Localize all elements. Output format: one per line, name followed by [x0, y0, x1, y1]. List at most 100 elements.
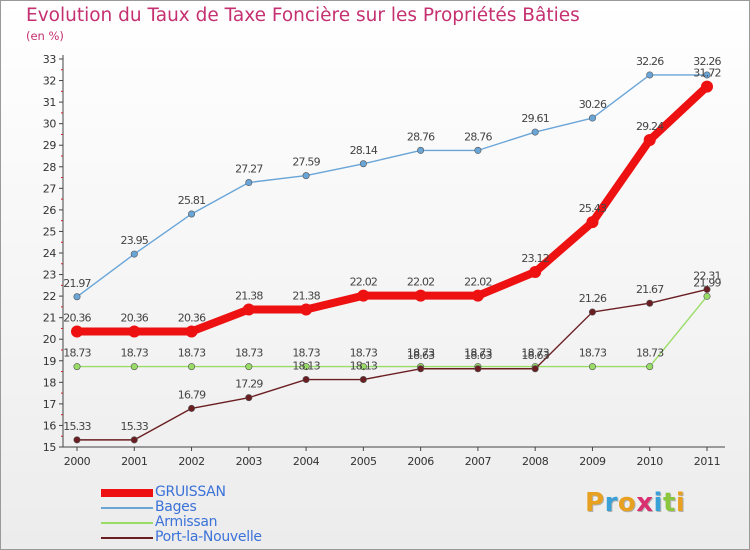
data-label-gruissan: 23.12 [521, 252, 549, 265]
point-armissan [703, 292, 711, 300]
data-label-gruissan: 20.36 [63, 311, 91, 324]
point-bages [73, 293, 81, 301]
point-port-la-nouvelle [245, 394, 253, 402]
data-label-armissan: 18.73 [579, 347, 607, 360]
x-tick-label: 2006 [407, 455, 434, 468]
data-label-gruissan: 20.36 [121, 311, 149, 324]
point-port-la-nouvelle [703, 285, 711, 293]
y-tick-label: 26 [43, 204, 57, 217]
point-port-la-nouvelle [531, 365, 539, 373]
y-tick-label: 21 [43, 312, 56, 325]
data-label-bages: 27.27 [235, 163, 263, 176]
y-tick-label: 19 [43, 355, 57, 368]
data-label-gruissan: 21.38 [292, 289, 320, 302]
point-gruissan [71, 325, 83, 338]
point-bages [588, 114, 596, 122]
point-gruissan [128, 325, 141, 338]
point-gruissan [357, 289, 370, 302]
data-label-armissan: 18.73 [464, 347, 492, 360]
data-label-armissan: 18.73 [350, 347, 378, 360]
point-bages [302, 172, 310, 180]
y-tick-label: 24 [43, 247, 57, 260]
series-line-gruissan [73, 82, 711, 336]
data-label-port-la-nouvelle: 16.79 [178, 388, 206, 401]
data-label-gruissan: 21.38 [235, 289, 263, 302]
data-label-port-la-nouvelle: 17.29 [235, 378, 263, 391]
y-tick-label: 23 [43, 269, 57, 282]
data-label-port-la-nouvelle: 18.13 [292, 360, 320, 373]
data-label-port-la-nouvelle: 21.67 [636, 283, 664, 296]
point-gruissan [414, 289, 427, 302]
data-label-port-la-nouvelle: 22.31 [693, 269, 721, 282]
y-tick-label: 28 [43, 161, 57, 174]
x-tick-label: 2010 [637, 455, 664, 468]
y-tick-label: 29 [43, 139, 57, 152]
series-line-port-la-nouvelle [76, 288, 708, 441]
x-tick-label: 2003 [236, 455, 263, 468]
point-armissan [646, 363, 654, 371]
logo-letter: o [617, 488, 637, 518]
y-tick-label: 18 [43, 376, 57, 389]
data-label-port-la-nouvelle: 18.63 [521, 349, 549, 362]
data-label-bages: 27.59 [292, 156, 320, 169]
data-label-gruissan: 29.24 [636, 120, 664, 133]
data-label-armissan: 18.73 [407, 347, 435, 360]
data-label-bages: 25.81 [178, 194, 206, 207]
legend-swatch [101, 507, 153, 509]
legend-swatch [101, 489, 153, 497]
point-port-la-nouvelle [359, 376, 367, 384]
data-label-gruissan: 25.43 [579, 202, 607, 215]
y-tick-label: 20 [43, 333, 57, 346]
data-label-gruissan: 20.36 [178, 311, 206, 324]
point-port-la-nouvelle [73, 436, 81, 444]
point-gruissan [643, 134, 656, 147]
point-bages [417, 146, 425, 154]
point-gruissan [185, 325, 198, 338]
x-tick-label: 2009 [579, 455, 606, 468]
point-port-la-nouvelle [302, 376, 310, 384]
data-label-bages: 30.26 [579, 98, 607, 111]
y-tick-label: 30 [43, 118, 57, 131]
point-armissan [359, 363, 367, 371]
y-tick-label: 27 [43, 182, 57, 195]
y-tick-label: 16 [43, 419, 57, 432]
point-armissan [302, 363, 310, 371]
point-armissan [130, 363, 138, 371]
proxiti-logo: Proxiti [585, 488, 685, 518]
data-label-armissan: 18.73 [121, 347, 149, 360]
chart-title: Evolution du Taux de Taxe Foncière sur l… [26, 5, 580, 26]
data-label-port-la-nouvelle: 18.63 [407, 349, 435, 362]
point-gruissan [529, 265, 542, 278]
logo-letter: t [662, 488, 676, 518]
y-tick-label: 32 [43, 75, 56, 88]
x-tick-label: 2008 [522, 455, 549, 468]
data-label-bages: 28.76 [464, 130, 492, 143]
logo-letter: x [636, 488, 654, 518]
point-bages [245, 179, 253, 187]
y-tick-label: 22 [43, 290, 56, 303]
data-label-armissan: 18.73 [636, 347, 664, 360]
point-armissan [73, 363, 81, 371]
data-label-bages: 28.76 [407, 130, 435, 143]
data-label-bages: 23.95 [121, 234, 149, 247]
series-line-armissan [76, 295, 708, 368]
data-label-armissan: 18.73 [235, 347, 263, 360]
data-label-port-la-nouvelle: 21.26 [579, 292, 607, 305]
point-port-la-nouvelle [130, 436, 138, 444]
logo-letter: i [653, 488, 663, 518]
y-tick-label: 33 [43, 53, 57, 66]
data-label-gruissan: 31.72 [693, 67, 721, 80]
point-bages [531, 128, 539, 136]
data-label-port-la-nouvelle: 18.13 [350, 360, 378, 373]
data-label-armissan: 18.73 [292, 347, 320, 360]
point-bages [130, 250, 138, 258]
legend-label: Bages [155, 499, 197, 515]
data-label-armissan: 21.99 [693, 276, 721, 289]
logo-letter: P [585, 488, 605, 518]
legend-label: GRUISSAN [155, 484, 226, 500]
point-bages [474, 146, 482, 154]
logo-letter: r [604, 488, 618, 518]
data-label-bages: 32.26 [636, 55, 664, 68]
x-tick-label: 2005 [350, 455, 377, 468]
